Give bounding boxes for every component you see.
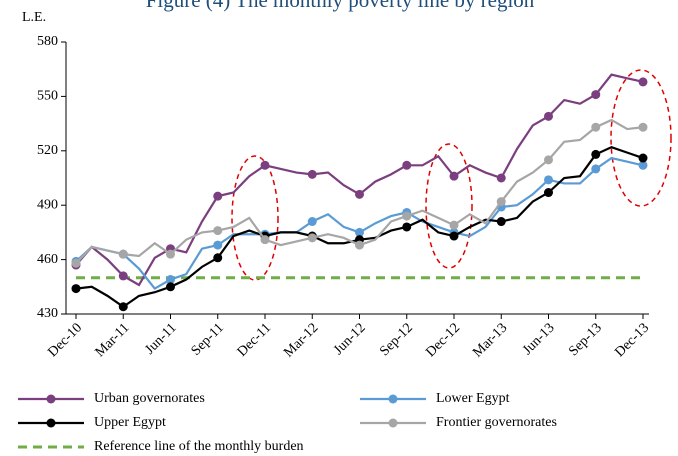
y-tick-label: 520 [37,143,58,158]
legend-marker [388,394,398,404]
series-marker [118,249,128,259]
series-marker [260,235,270,245]
legend-label: Urban governorates [94,391,205,406]
series-marker [591,149,601,159]
legend-marker [388,418,398,428]
series-marker [544,188,553,198]
series-marker [591,90,601,100]
x-tick-label: Mar-13 [470,320,510,360]
series-marker [638,153,648,163]
highlight-ellipse [610,69,672,207]
series-marker [544,175,553,185]
series-marker [496,217,506,227]
series-marker [449,231,459,241]
series-marker [166,249,175,259]
series-marker [544,155,553,165]
legend-label: Frontier governorates [436,415,557,430]
y-tick-label: 460 [37,252,58,267]
x-tick-label: Sep-11 [189,320,227,358]
series-line [75,73,644,287]
highlight-ellipse [231,155,279,281]
series-marker [402,222,412,232]
series-marker [449,171,459,181]
legend-marker [46,418,56,428]
legend-label: Lower Egypt [436,391,510,406]
series-marker [402,160,412,170]
highlight-ellipse [425,143,473,269]
series-marker [118,271,128,281]
x-tick-label: Jun-11 [142,320,179,357]
x-tick-label: Jun-13 [520,320,558,358]
legend-marker [46,394,56,404]
series-marker [638,122,648,132]
chart-title: Figure (4) The monthly poverty line by r… [146,0,535,12]
x-tick-label: Dec-13 [612,320,652,360]
series-marker [307,169,317,179]
series-marker [307,233,317,243]
y-tick-label: 430 [37,306,58,321]
legend-label: Reference line of the monthly burden [94,439,304,454]
x-tick-label: Sep-13 [566,320,605,359]
series-marker [213,240,223,250]
series-marker [166,275,175,285]
legend-label: Upper Egypt [94,415,166,430]
series-marker [355,189,364,199]
series-marker [213,253,223,263]
x-tick-label: Dec-11 [235,320,274,359]
series-marker [71,258,81,268]
series-marker [71,284,81,294]
series-marker [355,227,364,237]
series-marker [118,302,128,312]
series-marker [496,173,506,183]
y-tick-label: 550 [37,89,58,104]
x-tick-label: Dec-10 [45,320,85,360]
series-marker [213,191,223,201]
series-marker [166,282,175,292]
series-marker [496,197,506,207]
series-marker [260,160,270,170]
y-tick-label: 490 [37,197,58,212]
series-line [75,156,644,291]
series-marker [591,164,601,174]
x-tick-label: Jun-12 [331,320,369,358]
series-line [75,145,644,309]
series-marker [591,122,601,132]
series-marker [638,160,648,170]
y-tick-label: 580 [37,34,58,49]
x-tick-label: Mar-11 [93,320,133,360]
series-marker [544,111,553,121]
x-tick-label: Dec-12 [423,320,463,360]
series-marker [638,77,648,87]
x-tick-label: Sep-12 [377,320,416,359]
y-axis-label: L.E. [22,10,46,25]
series-marker [402,211,412,221]
series-marker [355,240,364,250]
series-marker [449,220,459,230]
x-tick-label: Mar-12 [281,320,321,360]
series-marker [307,217,317,227]
highlight-ellipses [231,69,672,281]
series-marker [213,226,223,236]
